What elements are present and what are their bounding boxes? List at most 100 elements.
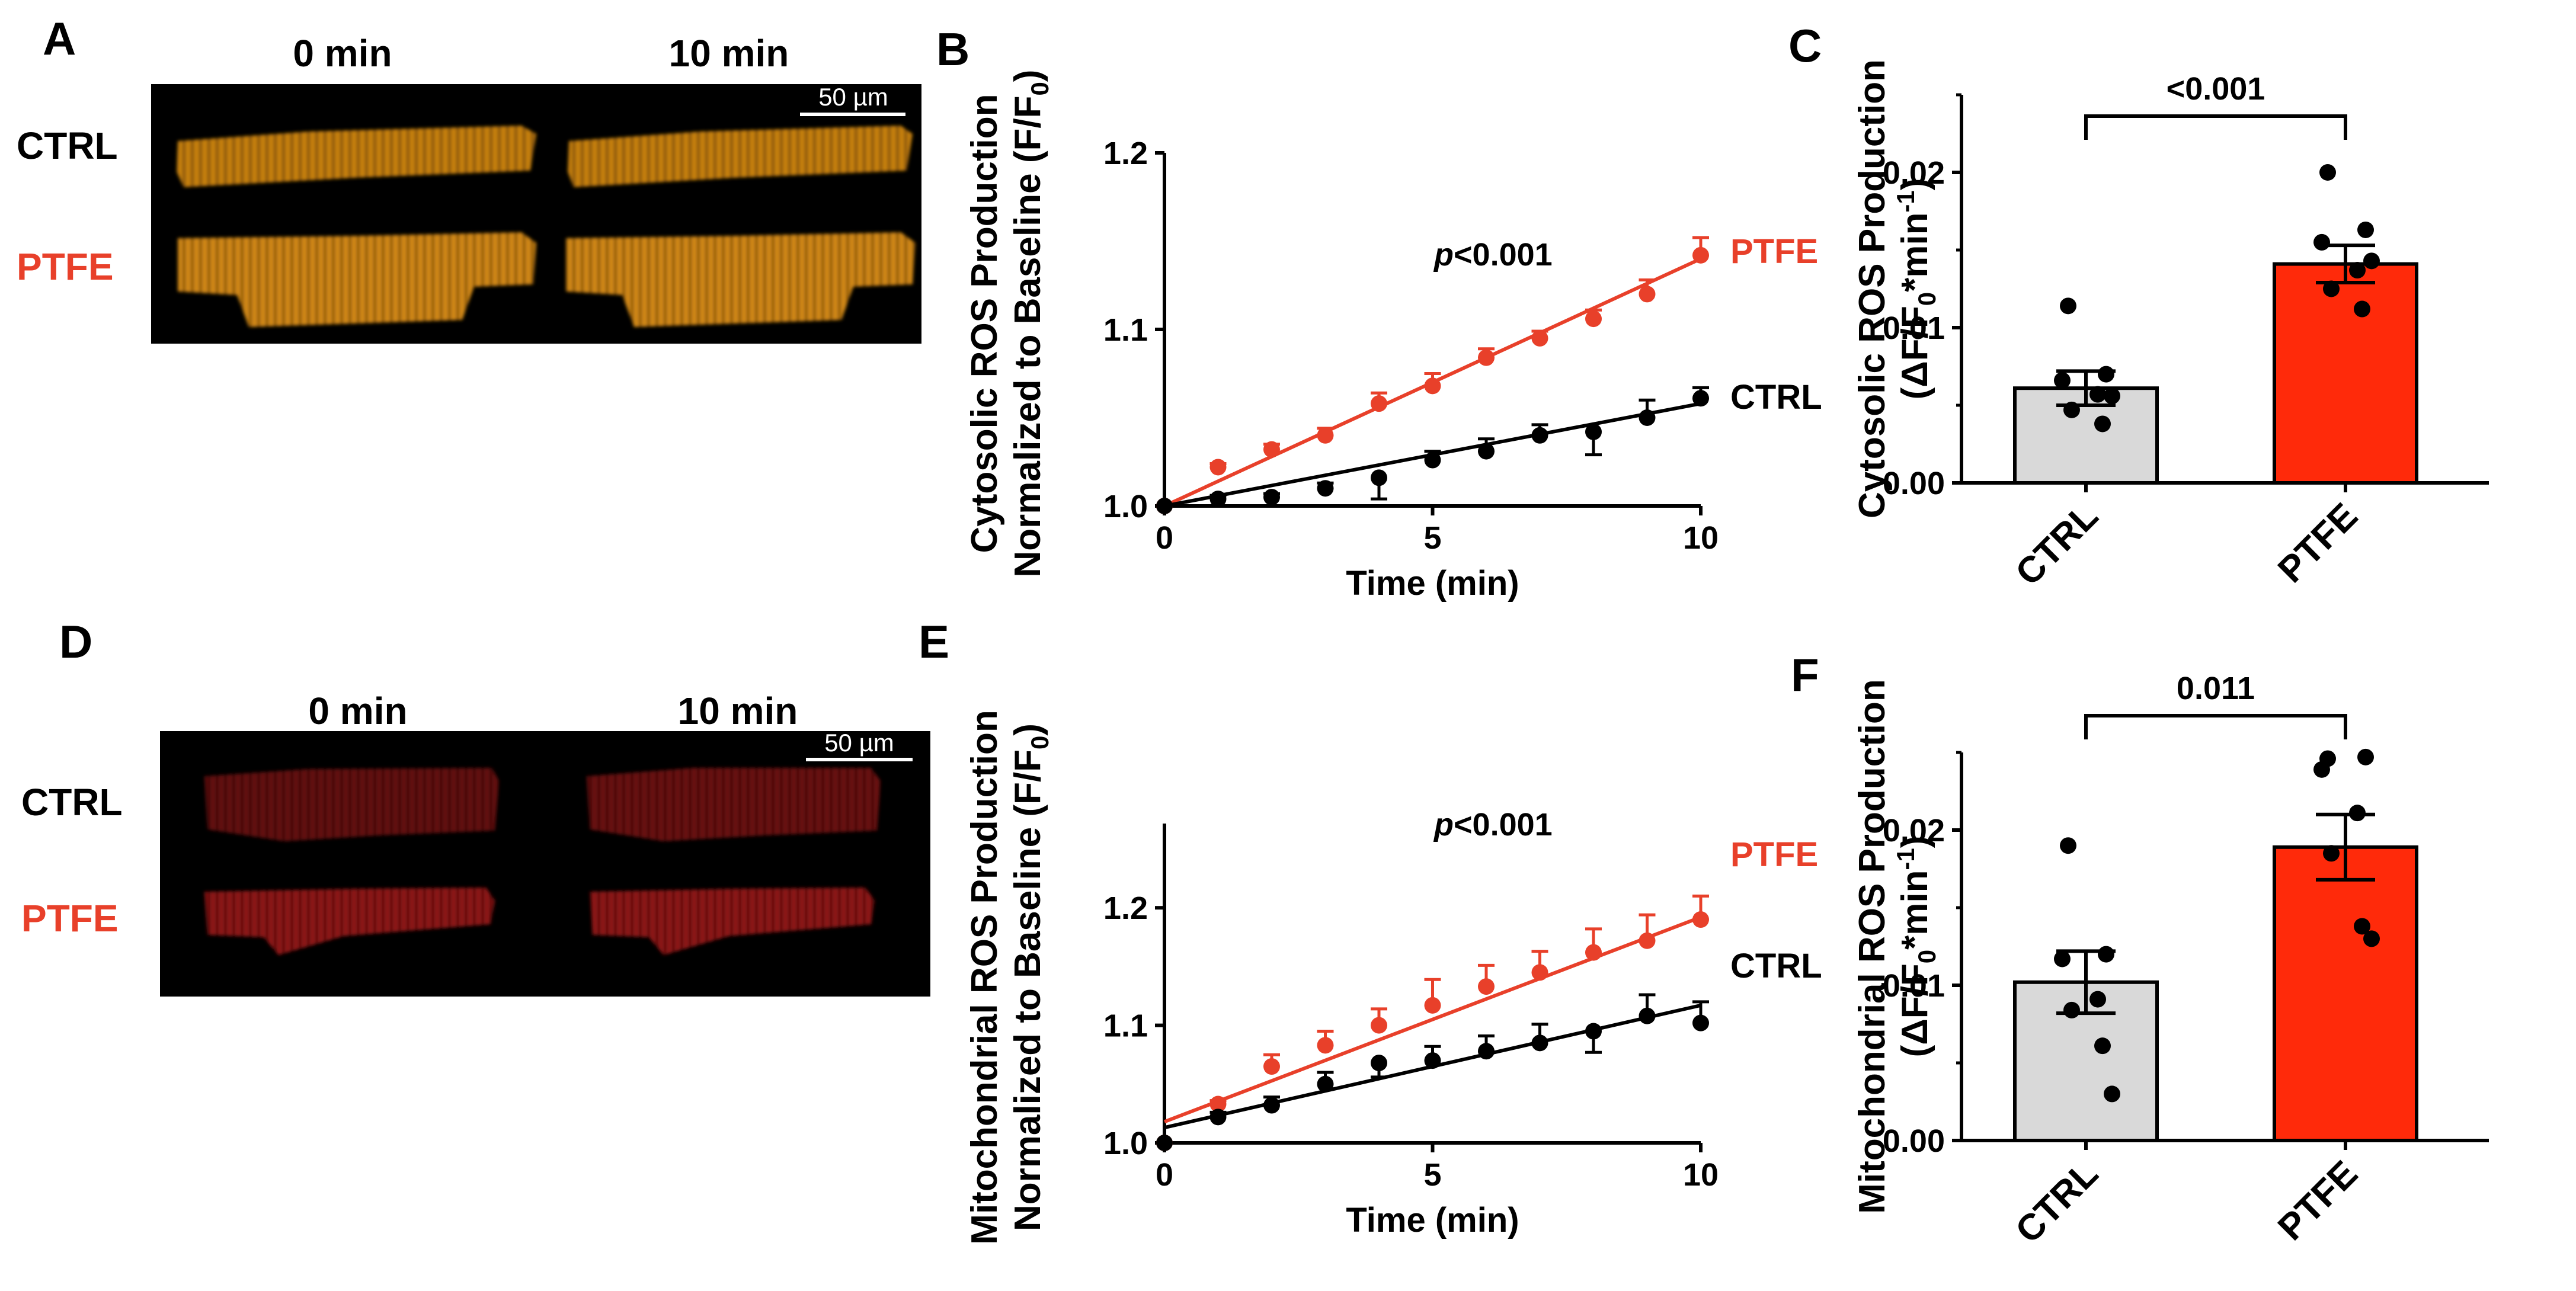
y-tick-label: 0.00 [1883,1123,1945,1159]
data-point [1424,377,1441,395]
panel-letter-d: D [59,616,92,668]
y-axis-label: Mitochondrial ROS Production [964,710,1005,1244]
panel-letter-f: F [1791,649,1819,701]
x-tick-label: 0 [1156,520,1173,556]
data-point [1585,310,1602,328]
data-point [1424,1052,1441,1069]
y-axis-label-units: Normalized to Baseline (F/F0) [1007,723,1054,1231]
y-tick-label: 0.02 [1883,155,1945,191]
y-tick-label: 1.1 [1103,312,1148,348]
data-point [1692,1014,1709,1031]
data-point [2089,991,2106,1008]
series-label-ctrl: CTRL [1730,947,1822,985]
x-tick-label: PTFE [2270,495,2366,591]
data-point [1209,1109,1227,1126]
data-point [1531,964,1548,981]
data-point [2094,1037,2111,1055]
data-point [1263,1058,1280,1075]
y-axis-label-units: Normalized to Baseline (F/F0) [1007,69,1054,577]
bar-ptfe [2273,845,2418,1142]
data-point [1209,491,1227,508]
data-point [1317,480,1334,497]
time-label-10: 10 min [669,32,789,75]
panel-b: B 0 5 10 1.0 1.1 1.2 Time (min) Cytosolic ROS P… [936,23,1822,603]
data-point [1156,1135,1173,1151]
x-tick-label: CTRL [2008,495,2106,594]
y-tick-label: 1.1 [1103,1008,1148,1044]
y-tick-label: 1.2 [1103,136,1148,171]
data-point [1478,978,1495,995]
data-point [2063,1001,2080,1018]
y-axis-label: Cytosolic ROS Production [1852,59,1893,518]
data-point [1531,427,1548,444]
data-point [1371,395,1387,412]
data-point [2354,918,2370,935]
data-point [1478,1043,1495,1060]
data-point [2054,950,2071,968]
chart-b: 0 5 10 1.0 1.1 1.2 Time (min) Cytosolic ROS Pro… [964,69,1822,603]
data-point [2319,164,2336,181]
bar-ptfe [2273,262,2418,485]
y-tick-label: 1.2 [1103,890,1148,926]
data-point [2363,252,2380,270]
y-tick-label: 0.01 [1883,968,1945,1004]
y-tick-label: 0.00 [1883,466,1945,501]
y-tick-label: 0.02 [1883,813,1945,848]
data-point [2089,386,2106,403]
data-point [1317,427,1334,444]
row-label-ctrl-d: CTRL [21,781,123,824]
series-label-ctrl: CTRL [1730,378,1822,417]
panel-e: E 0 5 10 1.0 1.1 1.2 Time (min) Mitochondrial R… [919,616,1822,1245]
scalebar-label-d: 50 µm [824,729,894,757]
panel-d: D 0 min 10 min CTRL PTFE 50 µm [21,616,930,997]
row-label-ptfe-d: PTFE [21,897,119,940]
data-point [1317,1075,1334,1093]
data-point [2313,233,2330,251]
panel-letter-a: A [43,12,76,65]
time-label-0: 0 min [293,32,392,75]
data-point [2363,930,2380,947]
data-point [2094,415,2111,433]
significance-bracket [2084,114,2347,140]
y-tick-label: 0.01 [1883,310,1945,346]
data-point [2354,300,2370,318]
y-axis-label-units: (ΔF/F0*min-1) [1892,836,1941,1058]
y-axis-label-units: (ΔF/F0*min-1) [1892,178,1941,400]
cell-ptfe-10min [566,232,916,327]
data-point [2357,748,2374,765]
data-point [1692,390,1709,407]
data-point [1424,451,1441,469]
data-point [2060,297,2076,315]
x-tick-label: PTFE [2270,1153,2366,1248]
series-ptfe: PTFE [1156,835,1818,1151]
significance-label: <0.001 [2167,71,2265,107]
data-point [1531,329,1548,347]
data-point [1692,911,1709,928]
cell-ctrl-10min [568,126,913,187]
x-tick-label: CTRL [2008,1153,2106,1251]
x-tick-label: 10 [1683,520,1719,556]
cell-ptfe-10min-d [590,888,875,955]
data-point [1263,1097,1280,1114]
data-point [2323,280,2340,297]
data-point [1639,286,1656,303]
data-point [1585,1023,1602,1040]
time-label-10-d: 10 min [678,690,798,732]
p-value-annotation: p<0.001 [1433,807,1553,842]
data-point [1263,489,1280,506]
x-axis-label: Time (min) [1346,1201,1519,1239]
cell-ptfe-0min [178,232,536,327]
data-point [1209,1095,1227,1113]
cell-ctrl-0min-d [204,768,499,841]
data-point [1639,409,1656,426]
row-label-ptfe: PTFE [17,245,114,288]
data-point [2098,946,2114,963]
series-ptfe: PTFE [1156,232,1818,514]
data-point [2104,387,2120,405]
series-ctrl: CTRL [1156,378,1822,514]
data-point [1263,441,1280,458]
x-axis-label: Time (min) [1346,564,1519,603]
